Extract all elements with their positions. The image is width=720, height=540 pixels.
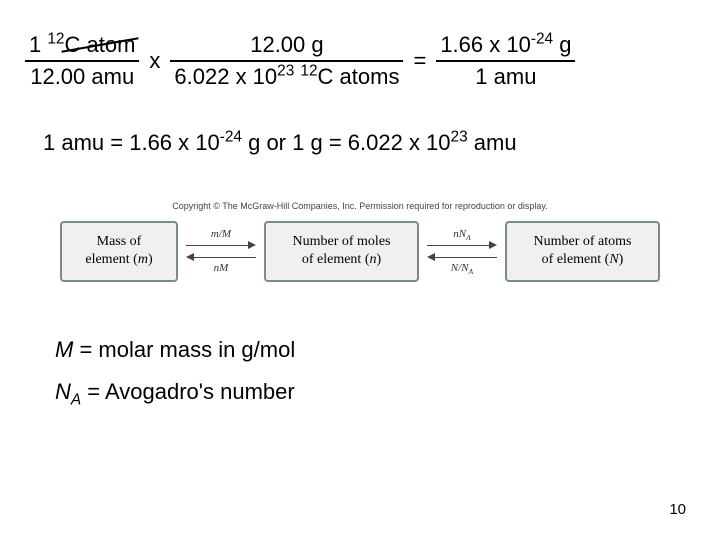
def-M-rest: = molar mass in g/mol	[73, 337, 295, 362]
frac3-num-pre: 1.66 x 10	[440, 32, 531, 57]
conv-part2-post: amu	[468, 130, 517, 155]
frac2-den-pre: 6.022 x 10	[174, 64, 277, 89]
box1-l2-var: m	[138, 252, 148, 267]
arrow1-top-label: m/M	[211, 228, 231, 240]
definitions: M = molar mass in g/mol NA = Avogadro's …	[55, 337, 695, 405]
arrow2-top: nN	[453, 228, 466, 240]
conversion-line: 1 amu = 1.66 x 10-24 g or 1 g = 6.022 x …	[43, 130, 695, 156]
box3-l2-post: )	[619, 252, 624, 267]
main-equation: 1 12C atom 12.00 amu x 12.00 g 6.022 x 1…	[25, 30, 695, 92]
frac1-den: 12.00 amu	[26, 62, 138, 92]
frac3-num-sup: -24	[531, 31, 553, 48]
equals-op: =	[413, 48, 426, 74]
conv-part2-sup: 23	[451, 128, 468, 145]
frac1-num-pre: 1	[29, 32, 47, 57]
arrow-group-2: nNA N/NA	[427, 228, 497, 274]
def-M-var: M	[55, 337, 73, 362]
conv-part1-post: g or 1 g = 6.022 x 10	[242, 130, 451, 155]
conversion-diagram: Copyright © The McGraw-Hill Companies, I…	[50, 201, 670, 283]
frac2-num: 12.00 g	[246, 30, 327, 60]
fraction-3: 1.66 x 10-24 g 1 amu	[436, 30, 575, 92]
arrow1-bot-label: nM	[214, 262, 229, 274]
def-NA-rest: = Avogadro's number	[81, 379, 295, 404]
frac2-den-post: C atoms	[318, 64, 400, 89]
diagram-box-atoms: Number of atoms of element (N)	[505, 221, 660, 283]
arrow2-bot-sub: A	[469, 268, 474, 277]
multiply-op: x	[149, 48, 160, 74]
box1-line1: Mass of	[68, 233, 170, 252]
arrow-group-1: m/M nM	[186, 228, 256, 274]
def-NA-var: N	[55, 379, 71, 404]
frac2-den-sup: 23	[277, 62, 294, 79]
box2-line1: Number of moles	[272, 233, 411, 252]
arrow1-right	[186, 241, 256, 249]
fraction-2: 12.00 g 6.022 x 1023 12C atoms	[170, 30, 403, 92]
arrow2-left	[427, 253, 497, 261]
frac1-num-sup: 12	[47, 31, 64, 48]
arrow1-left	[186, 253, 256, 261]
box2-l2-pre: of element (	[302, 252, 370, 267]
frac2-den-sup2: 12	[300, 62, 317, 79]
box3-l2-var: N	[609, 252, 618, 267]
arrow2-right	[427, 241, 497, 249]
diagram-box-mass: Mass of element (m)	[60, 221, 178, 283]
box1-l2-pre: element (	[85, 252, 137, 267]
diagram-copyright: Copyright © The McGraw-Hill Companies, I…	[50, 201, 670, 211]
conv-part1-pre: 1 amu = 1.66 x 10	[43, 130, 220, 155]
box3-line1: Number of atoms	[513, 233, 652, 252]
frac3-num-post: g	[553, 32, 571, 57]
boxes-row: Mass of element (m) m/M nM Number of mol…	[50, 221, 670, 283]
frac3-den: 1 amu	[471, 62, 540, 92]
box1-l2-post: )	[148, 252, 153, 267]
box3-l2-pre: of element (	[542, 252, 610, 267]
arrow2-bot: N/N	[451, 262, 469, 274]
def-NA-sub: A	[71, 392, 81, 409]
diagram-box-moles: Number of moles of element (n)	[264, 221, 419, 283]
page-number: 10	[669, 501, 686, 518]
frac1-num-post-strike: C atom	[64, 32, 135, 58]
fraction-1: 1 12C atom 12.00 amu	[25, 30, 139, 92]
box2-l2-post: )	[376, 252, 381, 267]
conv-part1-sup: -24	[220, 128, 242, 145]
